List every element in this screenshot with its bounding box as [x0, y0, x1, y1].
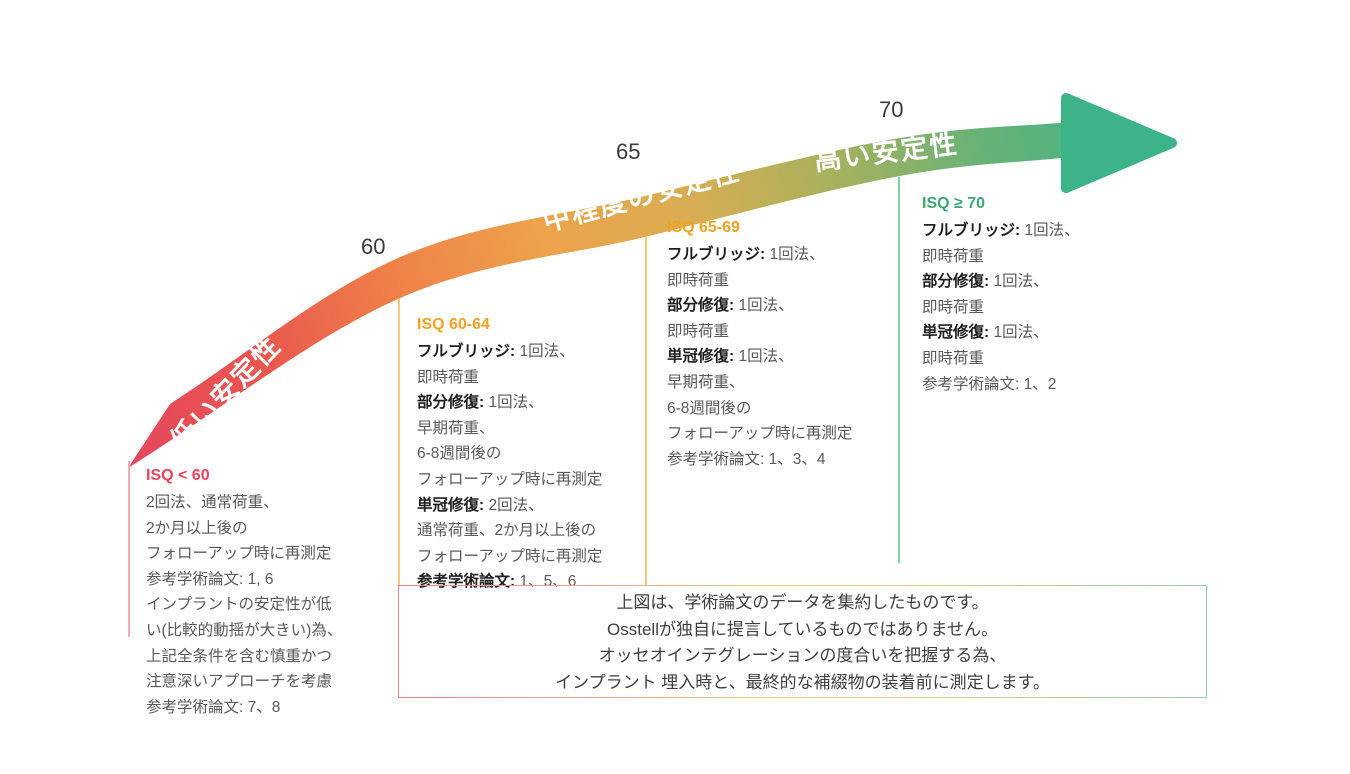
divider-isq-ge-70 — [898, 177, 900, 563]
notice-line: インプラント 埋入時と、最終的な補綴物の装着前に測定します。 — [555, 672, 1050, 692]
column-isq-60-64: ISQ 60-64 フルブリッジ: 1回法、 即時荷重部分修復: 1回法、 早期荷重、… — [417, 313, 602, 595]
column-line: 早期荷重、 — [667, 373, 745, 391]
column-line: 6-8週間後の — [667, 399, 752, 417]
isq-heading-isq-60-64: ISQ 60-64 — [417, 316, 490, 333]
treatment-label: フルブリッジ: — [922, 222, 1021, 239]
treatment-label: 単冠修復: — [417, 496, 485, 514]
column-line: 早期荷重、 — [417, 419, 495, 437]
treatment-label: フルブリッジ: — [667, 246, 766, 263]
column-line: い(比較的動揺が大きい)為、 — [146, 621, 343, 639]
column-isq-65-69: ISQ 65-69 フルブリッジ: 1回法、 即時荷重 部分修復: 1回法、 即時荷重単… — [667, 216, 852, 472]
column-line: フォローアップ時に再測定 — [417, 547, 603, 565]
column-line: フォローアップ時に再測定 — [667, 425, 853, 443]
column-line: 上記全条件を含む慎重かつ — [146, 647, 333, 665]
arrow-band — [128, 122, 1072, 468]
notice-line: Osstellが独自に提言しているものではありません。 — [607, 619, 998, 639]
column-isq-lt-60: ISQ < 60 2回法、通常荷重、 2か月以上後のフォローアップ時に再測定 参考学術… — [146, 464, 342, 720]
column-line: 参考学術論文: 1, 6 — [146, 570, 274, 588]
column-line: 部分修復: 1回法、 — [417, 394, 544, 412]
column-line: 即時荷重 — [922, 247, 985, 265]
column-line: 単冠修復: 1回法、 — [922, 324, 1049, 342]
isq-scale-65: 65 — [616, 139, 641, 164]
divider-isq-65-69 — [645, 237, 647, 586]
isq-scale-70: 70 — [879, 97, 904, 122]
column-line: 単冠修復: 2回法、 — [417, 496, 544, 514]
treatment-label: フルブリッジ: — [417, 343, 516, 360]
column-line: 部分修復: 1回法、 — [667, 297, 794, 315]
treatment-label: 部分修復: — [417, 394, 485, 412]
column-line: 単冠修復: 1回法、 — [667, 348, 794, 366]
column-line: 部分修復: 1回法、 — [922, 273, 1049, 291]
treatment-label: 単冠修復: — [922, 324, 990, 342]
column-line: 即時荷重 — [922, 298, 985, 316]
column-line: 参考学術論文: 7、8 — [146, 698, 281, 716]
notice-line: オッセオインテグレーションの度合いを把握する為、 — [598, 646, 1007, 665]
column-line: 2か月以上後の — [146, 519, 248, 537]
column-line: 注意深いアプローチを考慮 — [146, 673, 333, 691]
isq-heading-isq-lt-60: ISQ < 60 — [146, 467, 210, 484]
divider-isq-lt-60 — [128, 461, 130, 637]
column-line: フルブリッジ: 1回法、 — [417, 343, 575, 360]
treatment-label: 部分修復: — [922, 273, 990, 291]
notice-box: 上図は、学術論文のデータを集約したものです。 Osstellが独自に提言しているも… — [398, 585, 1207, 698]
column-line: 参考学術論文: 1、3、4 — [667, 450, 826, 468]
column-line: 通常荷重、2か月以上後の — [417, 522, 597, 540]
treatment-label: 部分修復: — [667, 297, 735, 315]
column-line: 即時荷重 — [667, 322, 730, 340]
column-line: 2回法、通常荷重、 — [146, 494, 279, 511]
column-line: 参考学術論文: 1、2 — [922, 375, 1057, 393]
isq-heading-isq-ge-70: ISQ ≥ 70 — [922, 195, 986, 212]
column-line: 即時荷重 — [667, 271, 730, 289]
arrow-head-icon — [1061, 93, 1177, 193]
column-isq-ge-70: ISQ ≥ 70 フルブリッジ: 1回法、 即時荷重 部分修復: 1回法、 即時荷重 単冠… — [922, 192, 1080, 397]
column-line: 即時荷重 — [417, 368, 480, 386]
isq-heading-isq-65-69: ISQ 65-69 — [667, 219, 740, 236]
divider-isq-60-64 — [398, 299, 400, 586]
column-line: 6-8週間後の — [417, 445, 502, 463]
treatment-label: 単冠修復: — [667, 348, 735, 366]
column-line: インプラントの安定性が低 — [146, 596, 332, 614]
column-line: フォローアップ時に再測定 — [146, 545, 332, 563]
notice-line: 上図は、学術論文のデータを集約したものです。 — [616, 593, 989, 612]
column-line: フルブリッジ: 1回法、 — [667, 246, 825, 263]
column-line: 即時荷重 — [922, 349, 985, 367]
column-line: フォローアップ時に再測定 — [417, 470, 603, 488]
isq-scale-60: 60 — [361, 234, 386, 259]
column-line: フルブリッジ: 1回法、 — [922, 222, 1080, 239]
